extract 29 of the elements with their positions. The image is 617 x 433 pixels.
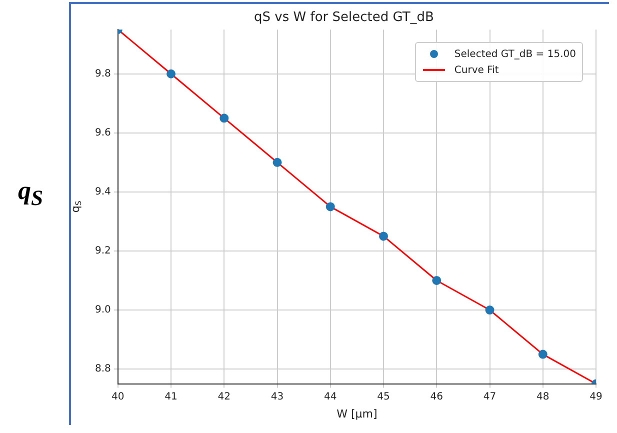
legend-label: Curve Fit: [454, 64, 499, 76]
point: [166, 69, 176, 78]
x-tick-label: 43: [270, 391, 284, 402]
y-tick-label: 9.6: [94, 128, 111, 138]
y-tick-label: 9.4: [94, 186, 111, 198]
x-tick-label: 45: [377, 391, 390, 402]
point: [379, 232, 388, 241]
y-tick-label: 9.8: [94, 68, 111, 80]
x-tick-label: 44: [324, 391, 337, 402]
x-tick-label: 48: [536, 391, 550, 402]
x-tick-label: 40: [112, 391, 124, 402]
point: [220, 114, 229, 123]
chart-title: qS vs W for Selected GT_dB: [254, 10, 434, 26]
y-tick-label: 9.0: [94, 304, 111, 316]
x-tick-label: 42: [218, 391, 231, 402]
point: [326, 202, 335, 212]
y-tick-label: 8.8: [94, 364, 111, 375]
y-tick-label: 9.2: [94, 246, 111, 257]
legend-label: Selected GT_dB = 15.00: [454, 48, 576, 60]
point: [272, 158, 282, 167]
x-tick-label: 49: [590, 391, 602, 402]
point: [538, 350, 548, 359]
x-axis-title: W [μm]: [336, 407, 378, 420]
x-tick-label: 41: [164, 391, 178, 402]
x-tick-label: 47: [483, 391, 496, 402]
point: [432, 276, 442, 285]
point: [485, 306, 494, 315]
x-tick-label: 46: [430, 391, 443, 402]
text: q$_{S}$: [18, 176, 44, 212]
